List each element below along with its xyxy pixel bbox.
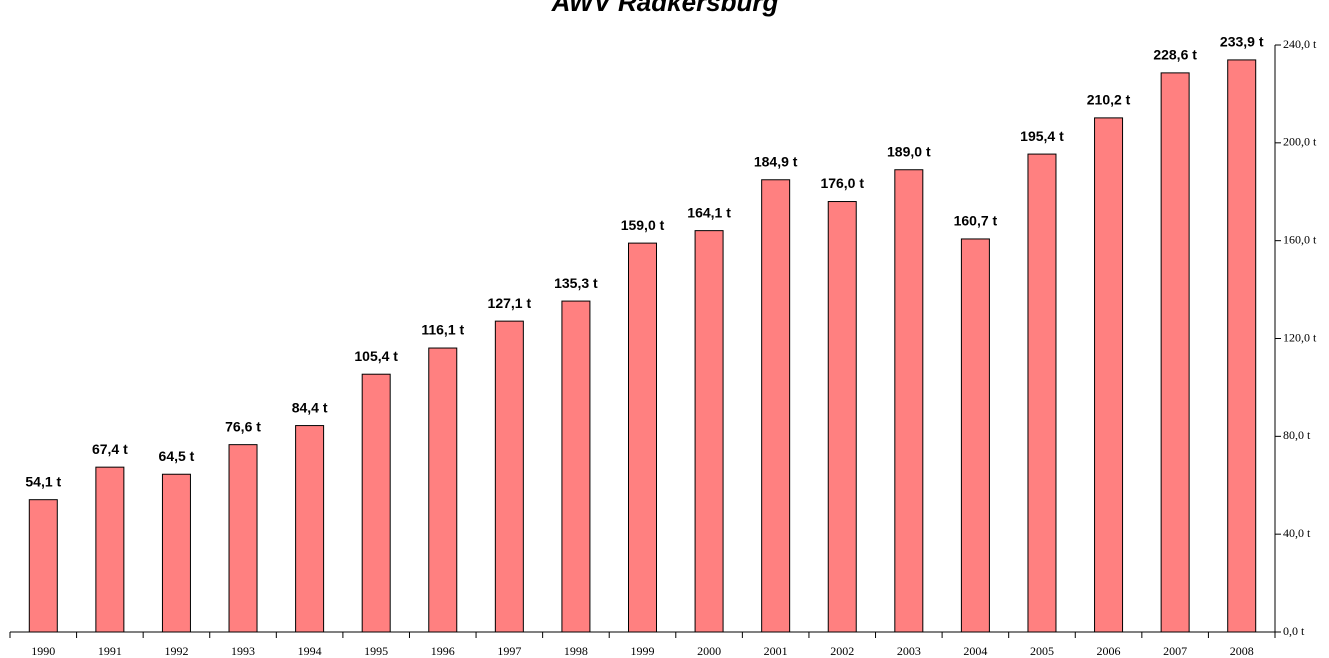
- x-tick-label: 2004: [963, 644, 987, 658]
- y-tick-label: 40,0 t: [1283, 526, 1311, 540]
- x-tick-label: 1994: [298, 644, 322, 658]
- bar: [295, 425, 325, 633]
- value-label: 164,1 t: [687, 204, 731, 220]
- bar: [95, 466, 125, 633]
- bar: [960, 238, 990, 633]
- y-tick-label: 120,0 t: [1283, 330, 1317, 344]
- x-tick-label: 1997: [497, 644, 521, 658]
- chart-title: AWV Radkersburg: [551, 0, 779, 17]
- bar: [428, 347, 458, 633]
- y-tick-label: 80,0 t: [1283, 428, 1311, 442]
- x-tick-label: 1996: [431, 644, 455, 658]
- bar: [361, 373, 391, 633]
- value-label: 67,4 t: [92, 441, 128, 457]
- value-label: 116,1 t: [421, 322, 464, 338]
- x-tick-label: 1995: [364, 644, 388, 658]
- value-label: 195,4 t: [1020, 128, 1064, 144]
- x-tick-label: 2000: [697, 644, 721, 658]
- bar: [494, 320, 524, 633]
- x-tick-label: 2003: [897, 644, 921, 658]
- bar: [1027, 153, 1057, 633]
- value-label: 135,3 t: [554, 275, 598, 291]
- bar: [1160, 72, 1190, 633]
- value-label: 228,6 t: [1153, 47, 1197, 63]
- bar: [1227, 59, 1257, 633]
- bar: [28, 499, 58, 633]
- value-label: 184,9 t: [754, 153, 798, 169]
- bar: [628, 242, 657, 633]
- value-label: 105,4 t: [354, 348, 398, 364]
- x-tick-label: 1992: [164, 644, 188, 658]
- x-tick-label: 2006: [1097, 644, 1121, 658]
- x-tick-label: 1999: [631, 644, 655, 658]
- bar: [561, 300, 591, 633]
- bar: [827, 201, 857, 633]
- value-label: 233,9 t: [1220, 34, 1264, 50]
- value-label: 189,0 t: [887, 143, 931, 159]
- value-label: 127,1 t: [488, 295, 532, 311]
- bar: [694, 230, 724, 633]
- bar: [894, 169, 924, 633]
- y-tick-label: 160,0 t: [1283, 232, 1317, 246]
- x-tick-label: 2008: [1230, 644, 1254, 658]
- x-tick-label: 1991: [98, 644, 122, 658]
- value-label: 176,0 t: [820, 175, 864, 191]
- value-label: 54,1 t: [25, 473, 61, 489]
- x-tick-label: 1993: [231, 644, 255, 658]
- x-tick-label: 2002: [830, 644, 854, 658]
- x-tick-label: 1998: [564, 644, 588, 658]
- value-label: 64,5 t: [159, 448, 195, 464]
- x-tick-label: 1990: [31, 644, 55, 658]
- bar: [761, 179, 791, 633]
- value-label: 210,2 t: [1087, 92, 1131, 108]
- value-label: 76,6 t: [225, 418, 261, 434]
- bar: [1094, 117, 1124, 633]
- value-label: 84,4 t: [292, 399, 328, 415]
- y-tick-label: 0,0 t: [1283, 624, 1305, 638]
- x-tick-label: 2001: [764, 644, 788, 658]
- bar: [161, 473, 191, 633]
- x-tick-label: 2007: [1163, 644, 1187, 658]
- value-label: 160,7 t: [954, 213, 998, 229]
- value-label: 159,0 t: [621, 217, 665, 233]
- y-tick-label: 200,0 t: [1283, 135, 1317, 149]
- bar: [228, 444, 258, 633]
- x-tick-label: 2005: [1030, 644, 1054, 658]
- y-tick-label: 240,0 t: [1283, 37, 1317, 51]
